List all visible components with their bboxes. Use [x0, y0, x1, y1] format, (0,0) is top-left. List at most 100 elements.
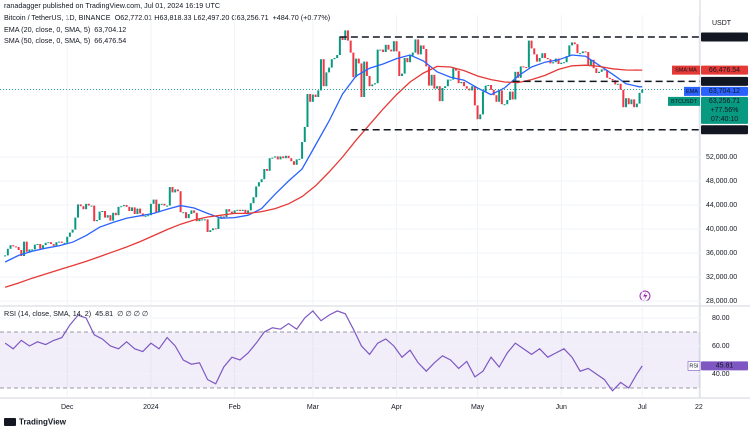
candle — [506, 100, 509, 105]
candle — [546, 58, 549, 60]
candle — [338, 36, 341, 56]
candle — [635, 103, 638, 108]
price-label: 63,704.12 EMA — [684, 86, 748, 96]
candle — [473, 86, 476, 106]
candle — [479, 114, 482, 120]
candle — [511, 91, 514, 100]
rsi-legend-value: 45.81 — [95, 309, 113, 318]
price-label-text: 66,476.54 — [709, 67, 740, 74]
candle — [241, 209, 244, 211]
candle — [481, 91, 484, 115]
candle — [606, 70, 609, 78]
rsi-legend-extra: ∅ ∅ ∅ ∅ — [117, 309, 148, 318]
candle — [63, 242, 66, 244]
candle — [295, 159, 298, 165]
candle — [581, 51, 584, 54]
candle — [39, 243, 42, 249]
candle — [419, 45, 422, 55]
candle — [109, 215, 112, 221]
candle — [292, 161, 295, 165]
candle — [436, 86, 439, 89]
candle — [263, 168, 266, 180]
candle — [411, 52, 414, 56]
tradingview-logo — [4, 418, 16, 426]
candle — [77, 204, 80, 218]
candle — [638, 92, 641, 104]
candle — [417, 39, 420, 55]
candle — [95, 219, 98, 222]
candle — [31, 249, 34, 251]
candle — [317, 90, 320, 98]
candle — [390, 49, 393, 52]
price-label-text: 72,000.00 — [709, 34, 740, 41]
candle — [565, 56, 568, 63]
candle — [209, 230, 212, 232]
candle — [608, 77, 611, 80]
candle — [106, 215, 109, 218]
candle — [287, 155, 290, 159]
x-tick-label: Mar — [307, 404, 320, 411]
candle — [160, 203, 163, 205]
candle — [147, 215, 150, 217]
candle — [9, 245, 12, 249]
candle — [533, 48, 536, 55]
candle — [465, 86, 468, 89]
candle — [93, 205, 96, 222]
candle — [363, 61, 366, 98]
price-label-box — [701, 76, 748, 86]
candle — [238, 209, 241, 211]
candle — [268, 158, 271, 171]
candle — [433, 74, 436, 89]
candle — [98, 211, 101, 220]
price-label: 66,476.54 SMA:MA — [672, 65, 748, 75]
candle — [260, 179, 263, 183]
logo-mark — [4, 418, 16, 426]
candle — [414, 39, 417, 53]
candle — [117, 206, 120, 216]
candle — [66, 236, 69, 243]
candle — [20, 249, 23, 256]
candle — [641, 89, 644, 93]
candle — [371, 84, 374, 87]
candle — [379, 49, 382, 51]
candle — [187, 213, 190, 219]
candle — [503, 104, 506, 106]
candle — [498, 90, 501, 102]
candle — [252, 197, 255, 204]
y-tick-label: 32,000.00 — [706, 274, 737, 281]
price-tag-box — [668, 96, 700, 106]
price-label-text: 63,704.12 — [709, 88, 740, 95]
candle — [403, 58, 406, 74]
price-label-text: +77.56% — [711, 107, 739, 114]
candle — [614, 80, 617, 85]
candle — [384, 44, 387, 53]
candle — [576, 44, 579, 54]
y-tick-label: 48,000.00 — [706, 178, 737, 185]
candle — [144, 215, 147, 217]
price-label-box — [701, 65, 748, 75]
candle — [441, 88, 444, 102]
candle — [400, 73, 403, 77]
price-tag-text: BTCUSDT — [671, 99, 698, 105]
legend-value: 66,476.54 — [94, 36, 126, 45]
candle — [309, 94, 312, 102]
candle — [228, 209, 231, 212]
candle — [206, 219, 209, 232]
y-tick-label: 52,000.00 — [706, 154, 737, 161]
candle — [198, 219, 201, 222]
candle — [322, 59, 325, 87]
x-tick-label: Apr — [391, 404, 403, 411]
candle — [203, 219, 206, 221]
candle — [185, 212, 188, 219]
candle — [290, 158, 293, 162]
candle — [193, 210, 196, 213]
x-tick-label: Dec — [61, 404, 74, 411]
candle — [214, 228, 217, 230]
candle — [125, 204, 128, 207]
candle — [28, 249, 31, 252]
candle — [217, 218, 220, 229]
candle — [487, 85, 490, 87]
candle — [527, 40, 530, 68]
candle — [279, 156, 282, 160]
